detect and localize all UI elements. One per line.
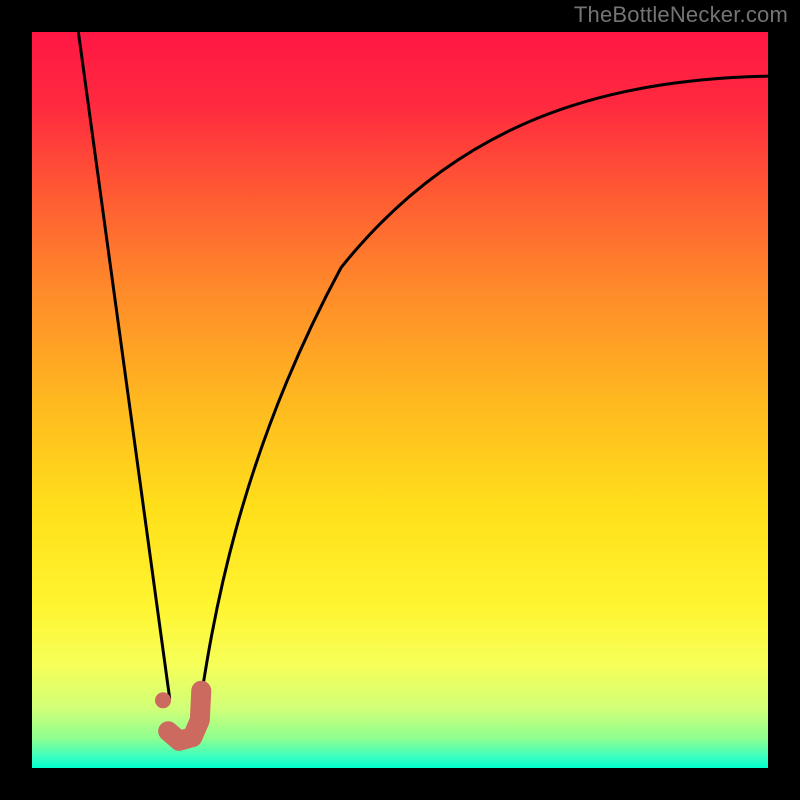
gradient-background (32, 32, 768, 768)
watermark-text: TheBottleNecker.com (574, 2, 788, 28)
marker-j-dot (155, 692, 171, 708)
bottleneck-chart (32, 32, 768, 768)
chart-svg (32, 32, 768, 768)
